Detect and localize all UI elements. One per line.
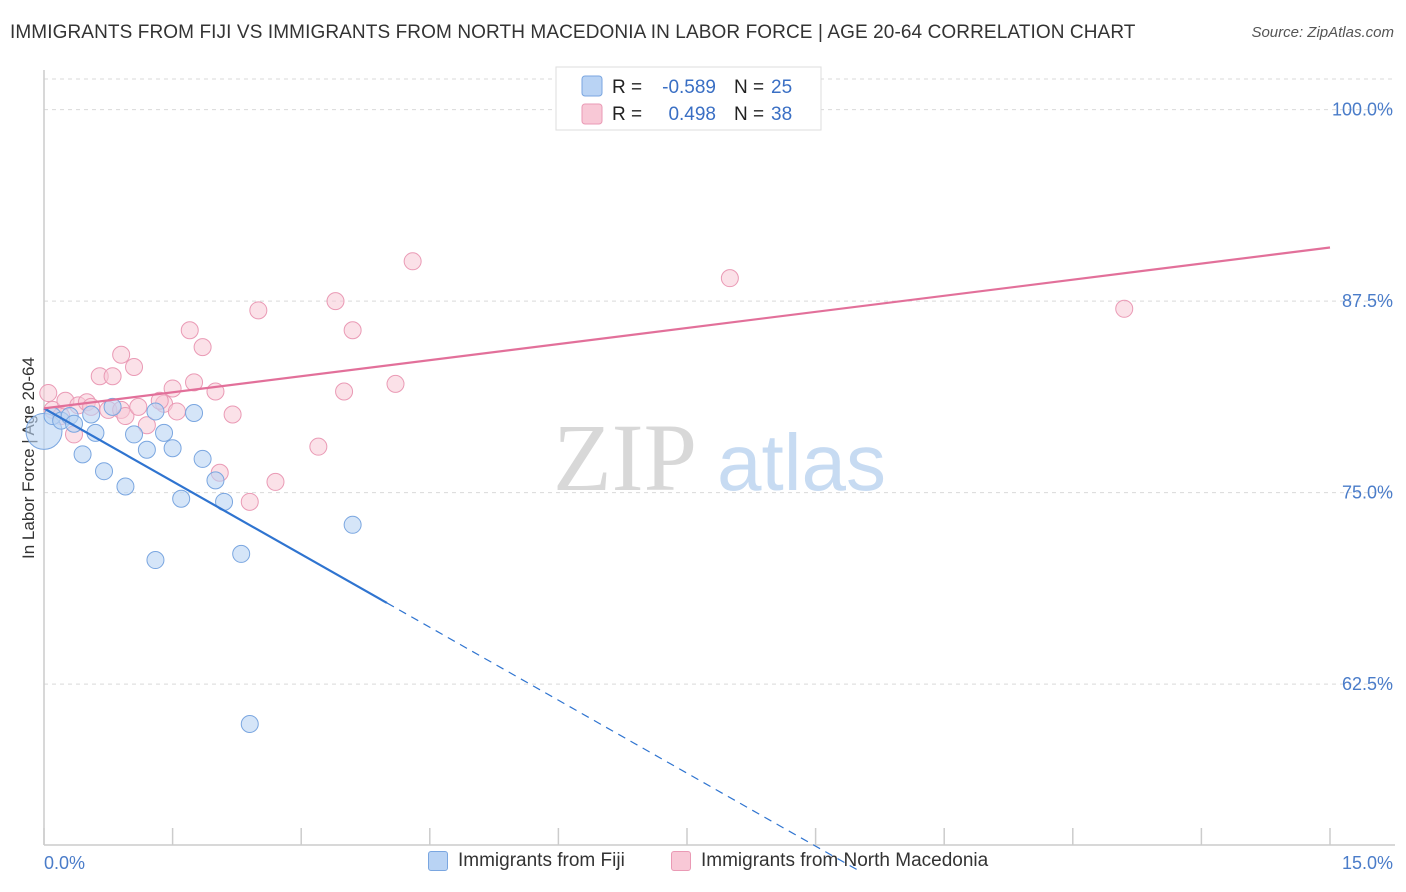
legend-label-macedonia: Immigrants from North Macedonia bbox=[701, 850, 989, 871]
legend-n-value-macedonia: 38 bbox=[771, 104, 792, 125]
legend-n-value-fiji: 25 bbox=[771, 77, 792, 98]
point-macedonia bbox=[185, 373, 204, 392]
point-fiji bbox=[125, 425, 144, 444]
legend-item-fiji: Immigrants from Fiji bbox=[428, 850, 625, 872]
legend-swatch-fiji bbox=[581, 75, 603, 97]
point-macedonia bbox=[137, 416, 156, 435]
point-macedonia bbox=[223, 405, 242, 424]
legend-swatch-macedonia-bottom bbox=[671, 851, 691, 871]
watermark-atlas: atlas bbox=[717, 418, 886, 507]
point-fiji bbox=[116, 477, 135, 496]
point-macedonia bbox=[112, 345, 131, 364]
point-macedonia bbox=[125, 358, 144, 377]
point-macedonia bbox=[720, 269, 739, 288]
point-macedonia bbox=[129, 397, 148, 416]
x-tick-labels: 0.0% 15.0% bbox=[44, 853, 1393, 873]
point-macedonia bbox=[326, 292, 345, 311]
y-axis-label: In Labor Force | Age 20-64 bbox=[19, 357, 38, 559]
point-fiji bbox=[163, 439, 182, 458]
point-macedonia bbox=[103, 367, 122, 386]
point-fiji bbox=[172, 489, 191, 508]
point-fiji bbox=[73, 445, 92, 464]
stats-legend: R = -0.589 N = 25 R = 0.498 N = 38 bbox=[555, 66, 822, 131]
source-label: Source: ZipAtlas.com bbox=[1251, 24, 1394, 41]
point-fiji bbox=[86, 423, 105, 442]
point-macedonia bbox=[403, 252, 422, 271]
point-fiji bbox=[240, 714, 259, 733]
legend-swatch-fiji-bottom bbox=[428, 851, 448, 871]
legend-n-label-fiji: N = bbox=[734, 77, 764, 98]
trend-line-fiji-extension bbox=[386, 602, 859, 871]
point-fiji bbox=[82, 405, 101, 424]
point-fiji bbox=[343, 515, 362, 534]
legend-r-value-macedonia: 0.498 bbox=[668, 104, 716, 125]
chart-title: IMMIGRANTS FROM FIJI VS IMMIGRANTS FROM … bbox=[10, 22, 1136, 43]
y-tick-label: 87.5% bbox=[1342, 291, 1393, 311]
point-macedonia bbox=[240, 492, 259, 511]
trend-line-fiji bbox=[43, 407, 388, 604]
watermark-zip: ZIP bbox=[553, 404, 697, 511]
legend-r-value-fiji: -0.589 bbox=[662, 77, 716, 98]
point-fiji bbox=[232, 544, 251, 563]
gridlines bbox=[44, 78, 1395, 685]
point-macedonia bbox=[309, 437, 328, 456]
legend-label-fiji: Immigrants from Fiji bbox=[458, 850, 625, 871]
series-legend: Immigrants from Fiji Immigrants from Nor… bbox=[0, 850, 1406, 880]
trend-lines bbox=[43, 246, 1331, 871]
trend-line-macedonia bbox=[43, 246, 1331, 410]
legend-swatch-macedonia bbox=[581, 103, 603, 125]
point-macedonia bbox=[266, 472, 285, 491]
x-tick-label: 15.0% bbox=[1342, 853, 1393, 873]
point-fiji bbox=[146, 551, 165, 570]
point-fiji bbox=[103, 397, 122, 416]
y-tick-label: 100.0% bbox=[1332, 100, 1393, 120]
legend-n-label-macedonia: N = bbox=[734, 104, 764, 125]
point-macedonia bbox=[163, 379, 182, 398]
legend-item-macedonia: Immigrants from North Macedonia bbox=[671, 850, 988, 872]
series-macedonia-points bbox=[39, 252, 1134, 511]
y-tick-label: 75.0% bbox=[1342, 483, 1393, 503]
point-fiji bbox=[206, 471, 225, 490]
point-fiji bbox=[146, 402, 165, 421]
legend-r-label-fiji: R = bbox=[612, 77, 642, 98]
point-fiji bbox=[137, 440, 156, 459]
y-tick-labels: 100.0% 87.5% 75.0% 62.5% bbox=[1332, 100, 1393, 695]
point-macedonia bbox=[335, 382, 354, 401]
point-fiji bbox=[155, 423, 174, 442]
point-fiji bbox=[185, 403, 204, 422]
y-tick-label: 62.5% bbox=[1342, 674, 1393, 694]
point-macedonia bbox=[167, 402, 186, 421]
point-macedonia bbox=[249, 301, 268, 320]
point-macedonia bbox=[386, 374, 405, 393]
point-macedonia bbox=[116, 407, 135, 426]
x-tick-label: 0.0% bbox=[44, 853, 85, 873]
point-macedonia bbox=[193, 338, 212, 357]
point-macedonia bbox=[180, 321, 199, 340]
point-macedonia bbox=[39, 384, 58, 403]
point-macedonia bbox=[343, 321, 362, 340]
x-ticks bbox=[43, 828, 1331, 845]
point-macedonia bbox=[1115, 299, 1134, 318]
point-fiji bbox=[193, 449, 212, 468]
legend-r-label-macedonia: R = bbox=[612, 104, 642, 125]
point-fiji bbox=[95, 462, 114, 481]
